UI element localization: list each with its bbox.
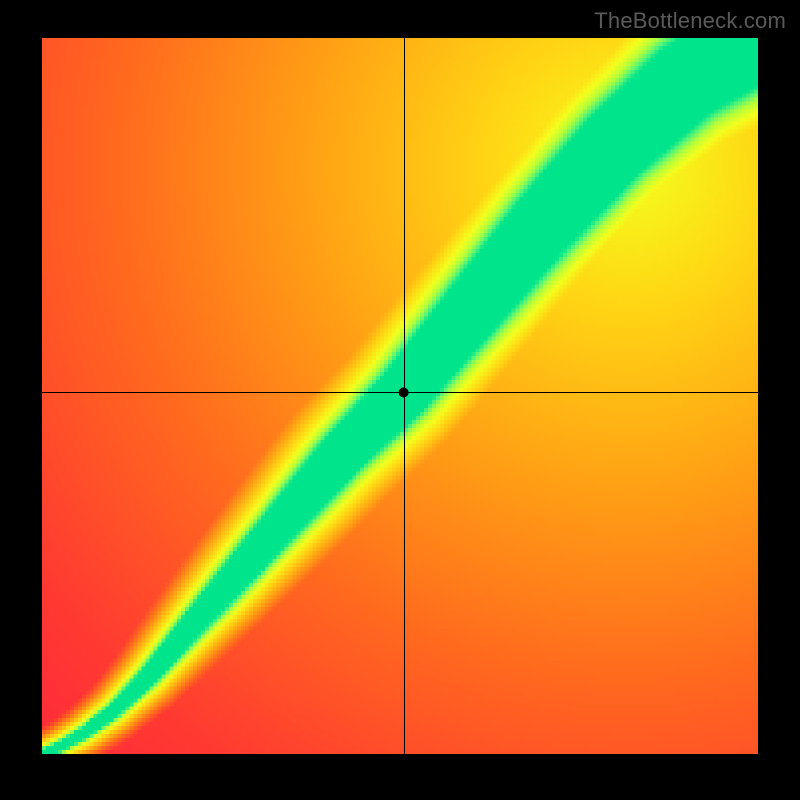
watermark-text: TheBottleneck.com — [594, 8, 786, 34]
crosshair-overlay — [42, 38, 758, 754]
